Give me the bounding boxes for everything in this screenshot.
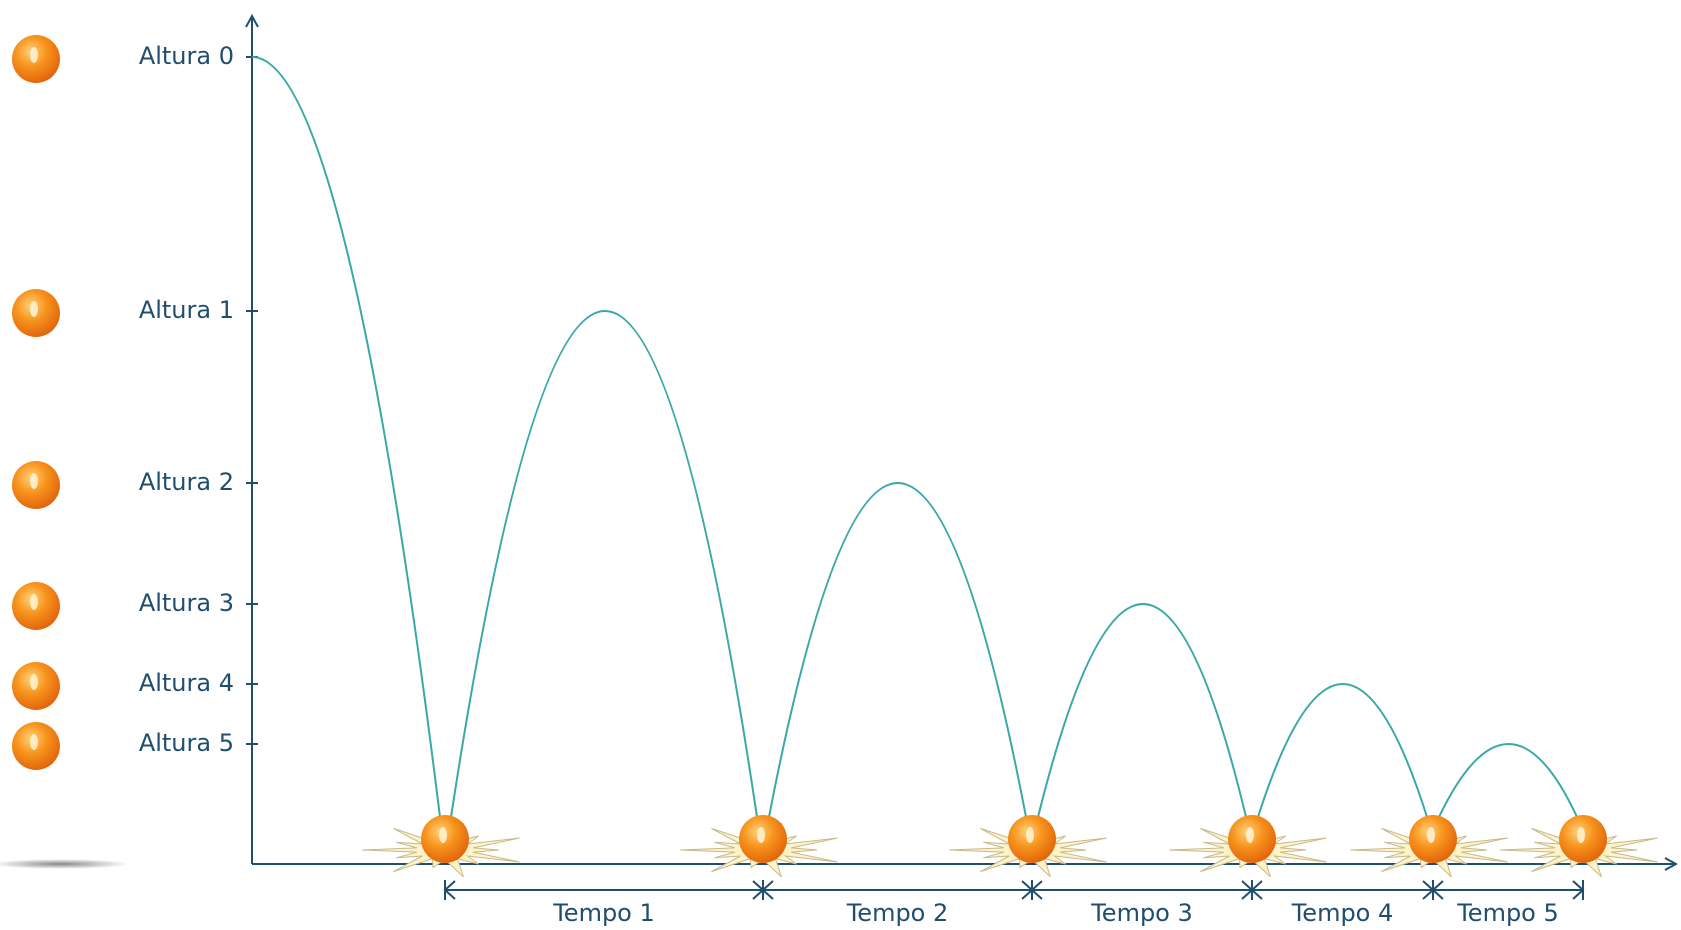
- height-label: Altura 0: [139, 42, 234, 70]
- time-label: Tempo 1: [552, 899, 655, 927]
- ball-highlight: [1427, 827, 1435, 843]
- height-label: Altura 4: [139, 669, 234, 697]
- height-label: Altura 3: [139, 589, 234, 617]
- ball-highlight: [30, 594, 38, 610]
- trajectory: [450, 310, 758, 818]
- time-label: Tempo 2: [846, 899, 949, 927]
- layer: Altura 0 Altura 1 Altura 2 Altura 3 Altura 4…: [12, 35, 1658, 927]
- ball-highlight: [1577, 827, 1585, 843]
- ball-highlight: [757, 827, 765, 843]
- ball-highlight: [1026, 827, 1034, 843]
- height-label: Altura 2: [139, 468, 234, 496]
- trajectory: [1037, 603, 1247, 818]
- ball-highlight: [30, 734, 38, 750]
- time-label: Tempo 5: [1456, 899, 1559, 927]
- ball-highlight: [30, 47, 38, 63]
- height-label: Altura 1: [139, 296, 234, 324]
- trajectory: [1438, 743, 1578, 818]
- trajectory: [251, 56, 441, 818]
- ball-highlight: [1246, 827, 1254, 843]
- ball-highlight: [30, 473, 38, 489]
- ball-highlight: [30, 674, 38, 690]
- trajectory: [768, 482, 1027, 818]
- time-label: Tempo 4: [1291, 899, 1394, 927]
- shadow: [0, 859, 130, 869]
- ball-highlight: [30, 301, 38, 317]
- height-label: Altura 5: [139, 729, 234, 757]
- trajectory: [1257, 683, 1428, 818]
- time-label: Tempo 3: [1090, 899, 1193, 927]
- ball-highlight: [439, 827, 447, 843]
